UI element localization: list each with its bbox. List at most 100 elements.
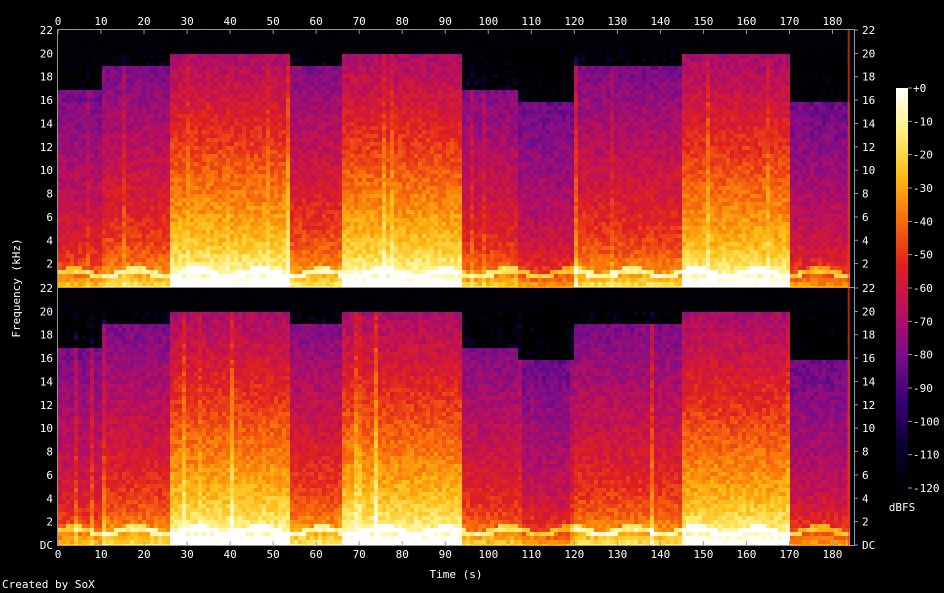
y-tick-label-left: 8 <box>46 446 53 459</box>
colorbar-tick-label: -60 <box>913 282 933 295</box>
x-tick-label-bottom: 40 <box>223 548 236 561</box>
y-tick-label-left: 22 <box>40 282 53 295</box>
x-tick-label-bottom: 70 <box>353 548 366 561</box>
y-tick-label-right: 2 <box>862 258 869 271</box>
x-tick-label-bottom: 160 <box>736 548 756 561</box>
colorbar <box>896 88 908 488</box>
x-tick-label-bottom: 130 <box>607 548 627 561</box>
x-axis-label: Time (s) <box>430 568 483 581</box>
x-axis-ticks: 0 0 10 10 20 20 30 30 40 40 50 50 60 60 70 70 80 80 90 90 10… <box>55 15 843 561</box>
x-tick-label-top: 70 <box>353 15 366 28</box>
y-tick-label-left: 10 <box>40 422 53 435</box>
x-tick-label-bottom: 60 <box>310 548 323 561</box>
x-tick-label-bottom: 140 <box>650 548 670 561</box>
x-tick-label-top: 130 <box>607 15 627 28</box>
y-tick-label-right: 10 <box>862 164 875 177</box>
y-tick-label-left: 6 <box>46 211 53 224</box>
x-tick-label-top: 140 <box>650 15 670 28</box>
x-tick-label-top: 90 <box>439 15 452 28</box>
x-tick-label-top: 10 <box>94 15 107 28</box>
y-tick-label-right: 6 <box>862 469 869 482</box>
y-tick-label-left: 18 <box>40 71 53 84</box>
colorbar-tick-label: -120 <box>913 482 940 495</box>
y-tick-label-right: 20 <box>862 305 875 318</box>
spectrogram-channel-1 <box>58 30 854 287</box>
y-tick-label-right: 4 <box>862 234 869 247</box>
y-tick-label-right: 18 <box>862 329 875 342</box>
x-tick-label-top: 170 <box>780 15 800 28</box>
y-tick-label-right: 12 <box>862 399 875 412</box>
y-tick-label-left: 16 <box>40 94 53 107</box>
x-tick-label-top: 100 <box>478 15 498 28</box>
x-tick-label-top: 60 <box>310 15 323 28</box>
y-tick-label-right: 16 <box>862 94 875 107</box>
credit-text: Created by SoX <box>2 578 95 591</box>
y-tick-label-left: 20 <box>40 305 53 318</box>
y-tick-label-right: 8 <box>862 188 869 201</box>
x-tick-label-top: 0 <box>55 15 62 28</box>
x-tick-label-bottom: 90 <box>439 548 452 561</box>
x-tick-label-bottom: 110 <box>521 548 541 561</box>
y-tick-label-left: 2 <box>46 516 53 529</box>
x-tick-label-top: 80 <box>396 15 409 28</box>
x-tick-label-top: 20 <box>137 15 150 28</box>
x-tick-label-top: 120 <box>564 15 584 28</box>
x-tick-label-bottom: 80 <box>396 548 409 561</box>
y-tick-label-right: 18 <box>862 71 875 84</box>
x-tick-label-bottom: 50 <box>267 548 280 561</box>
y-tick-label-right: DC <box>862 539 875 552</box>
x-tick-label-top: 30 <box>180 15 193 28</box>
colorbar-tick-label: -110 <box>913 449 940 462</box>
colorbar-tick-label: -40 <box>913 215 933 228</box>
y-tick-label-left: 14 <box>40 117 54 130</box>
y-axis-label: Frequency (kHz) <box>10 238 23 337</box>
colorbar-ticks: +0 -10 -20 -30 -40 -50 -60 -70 -80 -90 -100 -110 -12… <box>908 82 940 495</box>
x-tick-label-bottom: 170 <box>780 548 800 561</box>
y-tick-label-left: 2 <box>46 258 53 271</box>
x-tick-label-bottom: 100 <box>478 548 498 561</box>
y-tick-label-right: 22 <box>862 282 875 295</box>
x-tick-label-bottom: 10 <box>94 548 107 561</box>
y-tick-label-left: DC <box>40 539 53 552</box>
y-tick-label-left: 4 <box>46 492 53 505</box>
x-tick-label-top: 160 <box>736 15 756 28</box>
y-tick-label-left: 6 <box>46 469 53 482</box>
colorbar-tick-label: -100 <box>913 415 940 428</box>
x-tick-label-bottom: 30 <box>180 548 193 561</box>
y-tick-label-left: 20 <box>40 47 53 60</box>
x-tick-label-top: 180 <box>823 15 843 28</box>
colorbar-tick-label: +0 <box>913 82 926 95</box>
y-tick-label-left: 22 <box>40 24 53 37</box>
x-tick-label-bottom: 180 <box>823 548 843 561</box>
colorbar-tick-label: -80 <box>913 349 933 362</box>
y-tick-label-left: 12 <box>40 141 53 154</box>
x-tick-label-top: 150 <box>693 15 713 28</box>
y-tick-label-right: 8 <box>862 446 869 459</box>
y-tick-label-right: 12 <box>862 141 875 154</box>
colorbar-tick-label: -20 <box>913 149 933 162</box>
y-tick-label-right: 4 <box>862 492 869 505</box>
y-tick-label-right: 22 <box>862 24 875 37</box>
x-tick-label-bottom: 150 <box>693 548 713 561</box>
x-tick-label-top: 40 <box>223 15 236 28</box>
x-tick-label-bottom: 120 <box>564 548 584 561</box>
colorbar-tick-label: -90 <box>913 382 933 395</box>
y-tick-label-left: 4 <box>46 234 53 247</box>
y-tick-label-right: 14 <box>862 375 876 388</box>
x-tick-label-top: 110 <box>521 15 541 28</box>
y-tick-label-left: 10 <box>40 164 53 177</box>
colorbar-tick-label: -70 <box>913 315 933 328</box>
spectrogram-channel-2 <box>58 288 854 545</box>
y-tick-label-left: 18 <box>40 329 53 342</box>
y-tick-label-right: 14 <box>862 117 876 130</box>
y-tick-label-left: 16 <box>40 352 53 365</box>
colorbar-tick-label: -30 <box>913 182 933 195</box>
x-tick-label-top: 50 <box>267 15 280 28</box>
y-tick-label-right: 10 <box>862 422 875 435</box>
x-tick-label-bottom: 0 <box>55 548 62 561</box>
y-tick-label-right: 6 <box>862 211 869 224</box>
y-tick-label-right: 16 <box>862 352 875 365</box>
colorbar-label: dBFS <box>889 501 916 514</box>
